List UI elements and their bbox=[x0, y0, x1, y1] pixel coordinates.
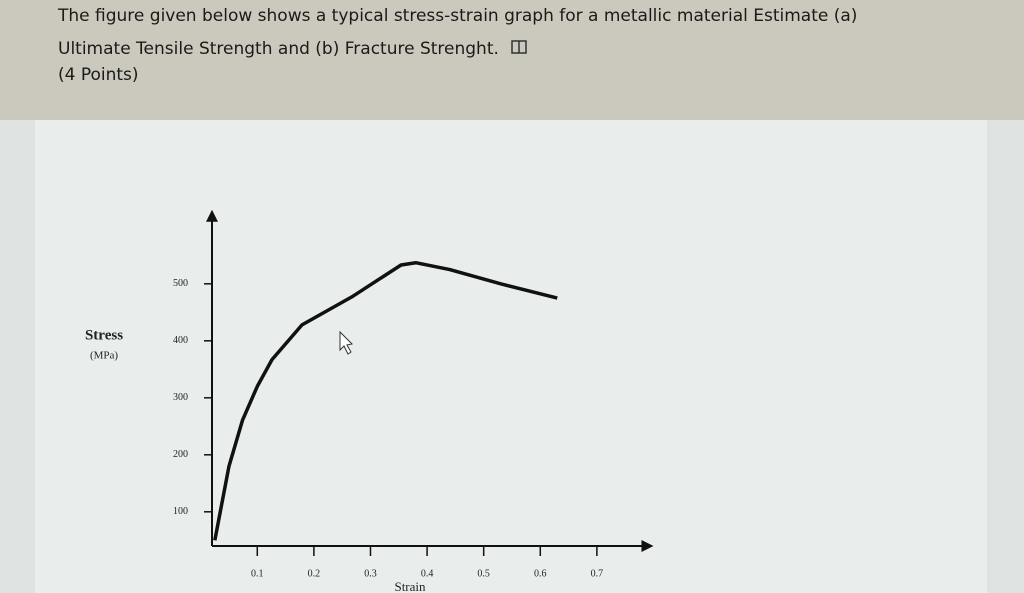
x-tick-label: 0.7 bbox=[591, 568, 604, 579]
y-tick-label: 100 bbox=[173, 506, 188, 517]
y-tick-label: 400 bbox=[173, 335, 188, 346]
stress-strain-curve bbox=[213, 260, 558, 541]
question-line: The figure given below shows a typical s… bbox=[58, 6, 858, 26]
x-tick-label: 0.2 bbox=[308, 568, 321, 579]
question-text: Ultimate Tensile Strength and (b) Fractu… bbox=[58, 39, 499, 59]
x-tick-label: 0.3 bbox=[364, 568, 377, 579]
x-tick-label: 0.6 bbox=[534, 568, 547, 579]
mouse-cursor bbox=[339, 330, 354, 355]
immersive-reader-icon[interactable] bbox=[510, 39, 530, 57]
figure-background bbox=[35, 120, 987, 593]
x-axis-arrow bbox=[641, 540, 654, 552]
y-axis-unit: (MPa) bbox=[90, 350, 118, 362]
question-line: Ultimate Tensile Strength and (b) Fractu… bbox=[58, 36, 528, 59]
x-tick-label: 0.4 bbox=[421, 568, 434, 579]
y-axis-label: Stress bbox=[85, 327, 123, 343]
x-tick-label: 0.5 bbox=[477, 568, 490, 579]
question-line: (4 Points) bbox=[58, 65, 139, 85]
y-tick-label: 200 bbox=[173, 449, 188, 460]
question-header: The figure given below shows a typical s… bbox=[0, 0, 1024, 120]
x-tick-label: 0.1 bbox=[251, 568, 264, 579]
x-axis-label: Strain bbox=[394, 579, 426, 593]
y-tick-label: 300 bbox=[173, 392, 188, 403]
y-axis-arrow bbox=[206, 209, 218, 222]
y-tick-label: 500 bbox=[173, 278, 188, 289]
